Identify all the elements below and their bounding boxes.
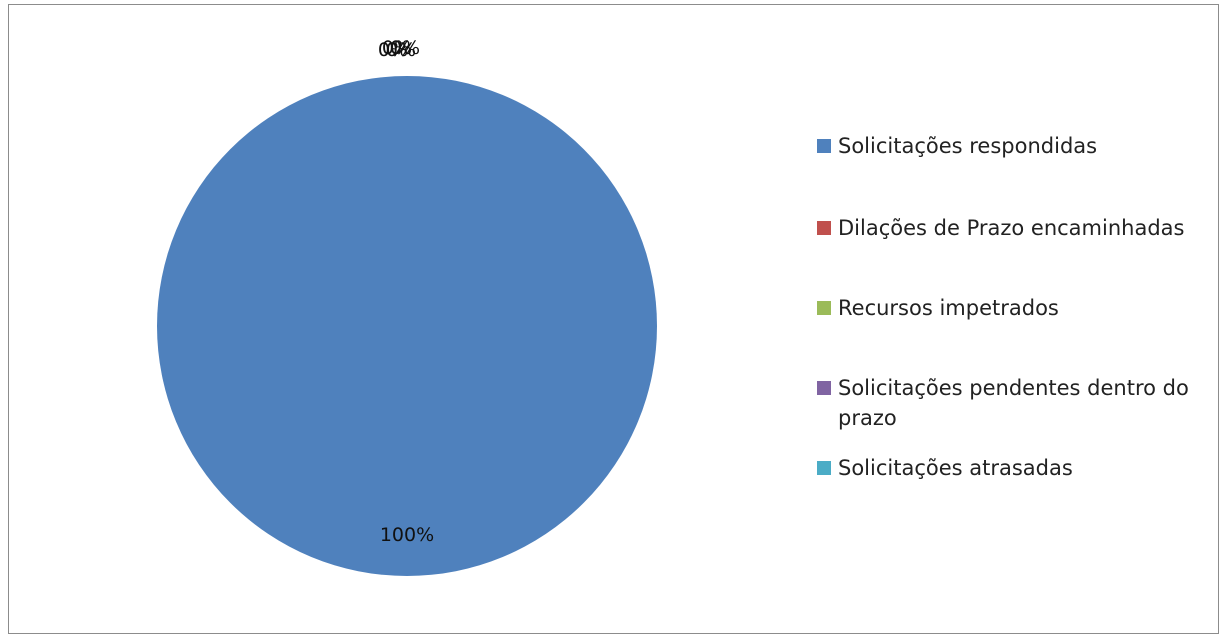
legend-label: Solicitações pendentes dentro do prazo (838, 376, 1189, 430)
legend-swatch (817, 139, 831, 153)
legend-label: Recursos impetrados (838, 296, 1059, 320)
pie-chart: 100% 0%0%0%0% (157, 37, 657, 576)
legend-label: Solicitações atrasadas (838, 456, 1073, 480)
legend-swatch (817, 301, 831, 315)
legend-swatch (817, 221, 831, 235)
chart-frame: 100% 0% 0% 0% 0% Solicitações respondidas Di… (8, 4, 1219, 634)
pie-slice (157, 76, 657, 576)
legend-swatch (817, 461, 831, 475)
legend-label: Solicitações respondidas (838, 134, 1098, 158)
pie-data-label: 100% (380, 524, 434, 546)
pie-data-label: 0% (382, 37, 412, 59)
pie-data-label: 0% (390, 37, 420, 59)
legend-label: Dilações de Prazo encaminhadas (838, 216, 1185, 240)
pie-data-label: 0% (378, 39, 408, 61)
legend-swatch (817, 381, 831, 395)
pie-data-label: 0% (386, 39, 416, 61)
